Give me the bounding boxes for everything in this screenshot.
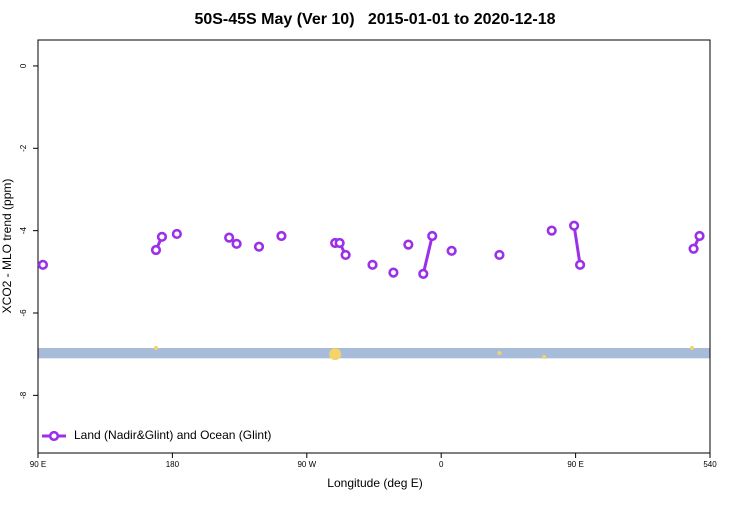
x-tick-label: 180 <box>166 460 180 469</box>
marker <box>329 348 342 361</box>
x-tick-label: 90 E <box>30 460 46 469</box>
plot-frame <box>37 39 711 454</box>
x-tick-label: 90 W <box>297 460 316 469</box>
point <box>150 244 162 256</box>
point <box>37 259 49 270</box>
ocean-band <box>38 348 710 359</box>
point <box>367 259 378 270</box>
x-tick-label: 0 <box>439 460 444 469</box>
marker <box>497 350 502 355</box>
point <box>253 241 265 252</box>
point <box>418 268 429 279</box>
chart-title: 50S-45S May (Ver 10) 2015-01-01 to 2020-… <box>194 11 555 28</box>
y-tick-label: 0 <box>19 63 28 68</box>
point <box>569 220 580 231</box>
point <box>334 237 345 249</box>
point <box>427 230 438 242</box>
point <box>231 238 242 249</box>
point <box>694 230 705 242</box>
point <box>494 249 505 261</box>
point <box>171 228 182 240</box>
marker <box>690 346 695 350</box>
marker <box>542 355 547 360</box>
series-line <box>154 225 701 275</box>
y-tick-label: -8 <box>19 391 28 399</box>
y-tick-label: -2 <box>19 144 28 152</box>
x-axis-label: Longitude (deg E) <box>327 476 422 490</box>
point <box>446 245 457 256</box>
x-tick-label: 90 E <box>567 460 583 469</box>
x-tick-label: 540 <box>703 460 717 469</box>
point <box>340 249 351 261</box>
legend-label: Land (Nadir&Glint) and Ocean (Glint) <box>74 428 271 442</box>
point <box>688 243 699 254</box>
point <box>224 232 235 243</box>
point <box>156 231 168 242</box>
point <box>403 239 414 250</box>
point <box>546 225 557 236</box>
point <box>276 230 287 242</box>
point <box>574 259 586 270</box>
y-tick-label: -4 <box>19 227 28 235</box>
y-axis-label: XCO2 - MLO trend (ppm) <box>0 179 14 314</box>
legend-marker <box>48 430 60 442</box>
y-tick-label: -6 <box>19 309 28 317</box>
marker <box>153 346 158 350</box>
point <box>388 267 399 278</box>
